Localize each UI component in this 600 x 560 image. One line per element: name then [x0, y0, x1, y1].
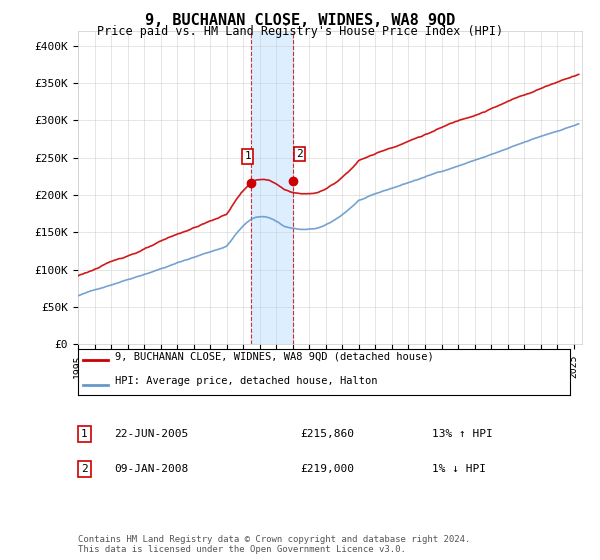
Text: This data is licensed under the Open Government Licence v3.0.: This data is licensed under the Open Gov… [78, 545, 406, 554]
Text: 13% ↑ HPI: 13% ↑ HPI [432, 429, 493, 439]
Text: 9, BUCHANAN CLOSE, WIDNES, WA8 9QD: 9, BUCHANAN CLOSE, WIDNES, WA8 9QD [145, 13, 455, 28]
Bar [251, 31, 293, 344]
Text: HPI: Average price, detached house, Halton: HPI: Average price, detached house, Halt… [115, 376, 377, 386]
Text: Contains HM Land Registry data © Crown copyright and database right 2024.: Contains HM Land Registry data © Crown c… [78, 535, 470, 544]
Text: 2: 2 [81, 464, 88, 474]
Text: Price paid vs. HM Land Registry's House Price Index (HPI): Price paid vs. HM Land Registry's House … [97, 25, 503, 38]
Text: 9, BUCHANAN CLOSE, WIDNES, WA8 9QD (detached house): 9, BUCHANAN CLOSE, WIDNES, WA8 9QD (deta… [115, 352, 434, 362]
Text: £219,000: £219,000 [300, 464, 354, 474]
Text: 1: 1 [244, 151, 251, 161]
Text: 2: 2 [296, 149, 302, 159]
Text: 22-JUN-2005: 22-JUN-2005 [114, 429, 188, 439]
Text: 1% ↓ HPI: 1% ↓ HPI [432, 464, 486, 474]
Text: £215,860: £215,860 [300, 429, 354, 439]
Text: 09-JAN-2008: 09-JAN-2008 [114, 464, 188, 474]
Text: 1: 1 [81, 429, 88, 439]
